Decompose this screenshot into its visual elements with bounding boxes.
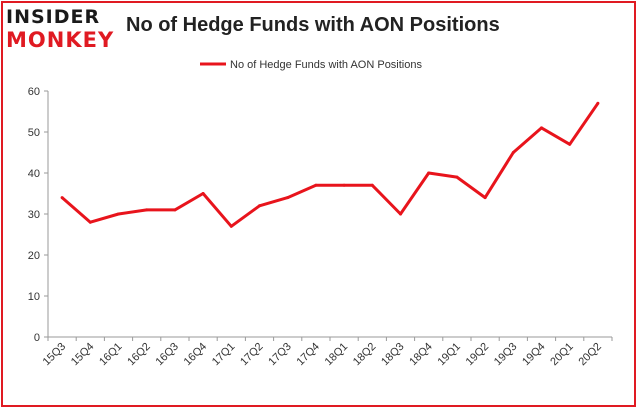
y-tick-label: 20 [28,250,40,262]
x-tick-label: 17Q1 [210,341,238,369]
x-tick-label: 19Q1 [435,341,463,369]
y-tick-label: 10 [28,291,40,303]
x-axis-ticks: 15Q3 15Q4 16Q1 16Q2 16Q3 16Q4 17Q1 17Q2 17Q3 17Q4… [41,337,613,369]
data-point [427,171,431,175]
x-tick-label: 17Q2 [238,341,266,369]
y-tick-label: 60 [28,86,40,98]
x-tick-label: 16Q1 [97,341,125,369]
logo-text-top: INSIDER [6,6,101,28]
series-line [61,102,600,228]
x-tick-label: 15Q4 [69,341,97,369]
x-tick-label: 19Q3 [492,341,520,369]
data-point [258,204,261,208]
x-tick-label: 17Q4 [294,341,322,369]
x-tick-label: 16Q4 [182,341,210,369]
data-point [314,183,318,187]
data-point [455,175,459,179]
data-point [370,183,374,187]
data-point [60,196,64,200]
data-point [342,183,346,187]
data-point [568,142,572,146]
x-tick-label: 18Q2 [351,341,379,369]
data-point [399,212,402,216]
data-point [229,224,233,228]
data-point [173,208,177,212]
y-tick-label: 30 [28,209,40,221]
y-tick-label: 50 [28,127,40,139]
data-point [88,220,92,224]
data-point [511,151,515,154]
series-layer [60,101,600,228]
x-tick-label: 17Q3 [266,341,294,369]
data-point [540,126,543,130]
insider-monkey-logo: INSIDER MONKEY [6,6,118,52]
data-point [145,208,149,212]
logo-text-bottom: MONKEY [6,28,115,52]
x-tick-label: 19Q4 [520,341,548,369]
data-point [201,192,205,195]
x-tick-label: 18Q4 [407,341,435,369]
x-tick-label: 18Q1 [323,341,351,369]
data-point [117,212,120,216]
x-tick-label: 19Q2 [464,341,492,369]
legend: No of Hedge Funds with AON Positions [200,59,422,71]
data-point [596,101,600,105]
x-tick-label: 15Q3 [41,341,69,369]
data-point [483,196,487,200]
data-point [286,196,290,200]
y-axis-ticks: 0 10 20 30 40 50 60 [28,86,48,344]
x-tick-label: 18Q3 [379,341,407,369]
y-tick-label: 0 [34,332,40,344]
y-tick-label: 40 [28,168,40,180]
chart-title: No of Hedge Funds with AON Positions [126,14,500,36]
x-tick-label: 16Q3 [153,341,181,369]
x-tick-label: 20Q1 [548,341,576,369]
x-tick-label: 16Q2 [125,341,153,369]
x-tick-label: 20Q2 [576,341,604,369]
legend-label: No of Hedge Funds with AON Positions [230,59,422,71]
